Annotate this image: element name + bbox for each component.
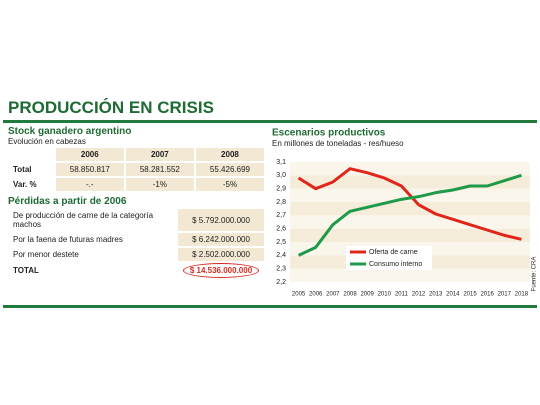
y-tick-label: 2,6 xyxy=(276,226,286,233)
row-label: TOTAL xyxy=(13,266,39,275)
x-tick-label: 2012 xyxy=(412,292,426,298)
cell: $ 6.242.000.000 xyxy=(178,233,264,246)
x-tick-label: 2015 xyxy=(463,292,477,298)
row-label: De producción de carne de la categoría m… xyxy=(13,211,154,229)
losses-table: De producción de carne de la categoría m… xyxy=(8,207,266,280)
x-tick-label: 2008 xyxy=(343,292,357,298)
section-title: Stock ganadero argentino xyxy=(8,126,132,137)
chart-subtitle: En millones de toneladas - res/hueso xyxy=(272,139,404,148)
cell: -.- xyxy=(55,178,124,191)
x-tick-label: 2010 xyxy=(378,292,392,298)
stock-table: 2006 2007 2008 Total 58.850.817 58.281.552 55… xyxy=(8,146,266,193)
x-tick-label: 2014 xyxy=(446,292,460,298)
section-title: Pérdidas a partir de 2006 xyxy=(8,196,127,207)
row-label: Var. % xyxy=(13,180,37,189)
page-title: PRODUCCIÓN EN CRISIS xyxy=(8,98,214,117)
cell: 58.281.552 xyxy=(125,163,194,176)
rule xyxy=(3,305,537,308)
legend-label: Consumo interno xyxy=(369,261,422,268)
y-tick-label: 3,0 xyxy=(276,172,286,179)
x-tick-label: 2013 xyxy=(429,292,443,298)
x-tick-label: 2005 xyxy=(292,292,306,298)
row-label: Por la faena de futuras madres xyxy=(13,235,123,244)
left-panel: Stock ganadero argentino Evolución en ca… xyxy=(8,126,266,280)
x-tick-label: 2018 xyxy=(515,292,529,298)
row-label: Total xyxy=(13,165,32,174)
grid-band xyxy=(290,228,530,242)
cell: $ 2.502.000.000 xyxy=(178,248,264,261)
legend-box xyxy=(346,246,432,270)
grid-band xyxy=(290,162,530,176)
y-tick-label: 3,1 xyxy=(276,159,286,166)
x-tick-label: 2011 xyxy=(395,292,409,298)
line xyxy=(297,167,522,241)
grid-band xyxy=(290,202,530,216)
rule xyxy=(3,120,537,123)
x-tick-label: 2009 xyxy=(360,292,374,298)
cell: 55.426.699 xyxy=(195,163,264,176)
row-label: Por menor destete xyxy=(13,250,79,259)
col-header: 2008 xyxy=(195,148,264,161)
y-tick-label: 2,3 xyxy=(276,266,286,273)
line xyxy=(297,173,522,257)
x-tick-label: 2017 xyxy=(498,292,512,298)
x-tick-label: 2006 xyxy=(309,292,323,298)
y-tick-label: 2,7 xyxy=(276,212,286,219)
col-header: 2007 xyxy=(125,148,194,161)
y-tick-label: 2,2 xyxy=(276,279,286,286)
chart: Escenarios productivos En millones de to… xyxy=(272,128,538,298)
y-tick-label: 2,4 xyxy=(276,252,286,259)
y-tick-label: 2,8 xyxy=(276,199,286,206)
y-tick-label: 2,5 xyxy=(276,239,286,246)
col-header: 2006 xyxy=(55,148,124,161)
cell: $ 5.792.000.000 xyxy=(178,209,264,231)
legend-label: Oferta de carne xyxy=(369,249,418,256)
x-tick-label: 2007 xyxy=(326,292,340,298)
cell: -5% xyxy=(195,178,264,191)
chart-title: Escenarios productivos xyxy=(272,128,386,139)
total-value: $ 14.536.000.000 xyxy=(182,263,260,278)
source: Fuente: CRA xyxy=(532,257,538,292)
cell: -1% xyxy=(125,178,194,191)
cell: 58.850.817 xyxy=(55,163,124,176)
grid-band xyxy=(290,175,530,189)
section-subtitle: Evolución en cabezas xyxy=(8,137,86,146)
y-tick-label: 2,9 xyxy=(276,186,286,193)
x-tick-label: 2016 xyxy=(480,292,494,298)
grid-band xyxy=(290,215,530,229)
grid-band xyxy=(290,268,530,282)
